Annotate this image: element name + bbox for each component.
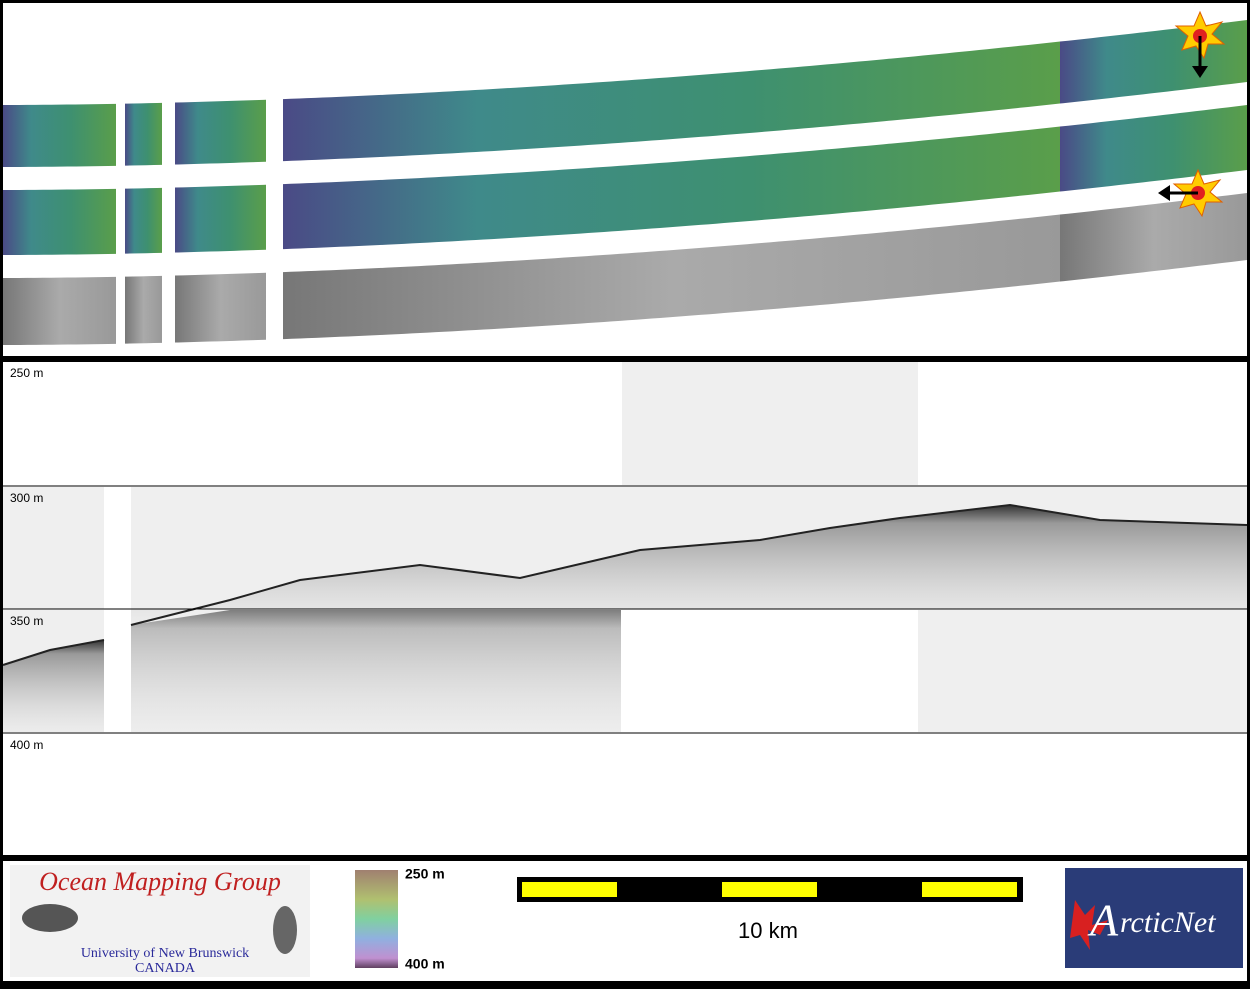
logo-text: University of New Brunswick [81,946,249,961]
swaths [3,20,1247,345]
logo-image [273,906,297,954]
scale-segment [922,882,1017,897]
swath [1060,193,1247,282]
logo-title: Ocean Mapping Group [39,867,281,896]
swath [1060,105,1247,192]
logo-text: rcticNet [1120,906,1216,939]
seafloor-line [130,503,1248,626]
scale-label: 10 km [738,918,798,943]
swath [125,102,162,166]
swath [283,126,1060,250]
seabed-echo [3,640,104,732]
colorbar [355,870,398,968]
depth-label: 300 m [10,491,43,505]
scale-segment [722,882,817,897]
sun-icon [1174,10,1226,78]
depth-label: 400 m [10,738,43,752]
depth-label: 250 m [10,366,43,380]
swath [175,272,266,343]
scale-segment [522,882,617,897]
swath [283,214,1060,340]
swath [283,41,1060,162]
seafloor-line [2,639,105,666]
arcticnet-logo [1065,868,1243,968]
depth-label: 350 m [10,614,43,628]
echo-block [622,362,918,485]
depth-grid: 250 m 300 m 350 m 400 m [3,366,1247,752]
seabed-echo [131,505,1247,625]
swath [3,188,116,255]
colorbar-label: 400 m [405,956,445,972]
colorbar-label: 250 m [405,866,445,882]
swath [125,187,162,254]
swath [175,184,266,253]
logo-text: CANADA [135,961,196,976]
swath [125,275,162,344]
swath [3,276,116,345]
logo-image [22,904,78,932]
echo-block [918,610,1247,732]
seabed-echo [131,610,621,732]
swath [175,99,266,165]
echo-block [3,487,104,609]
maple-leaf [1070,900,1108,950]
swath [3,103,116,167]
logo-initial: A [1087,895,1119,946]
sun-icon [1158,168,1224,218]
